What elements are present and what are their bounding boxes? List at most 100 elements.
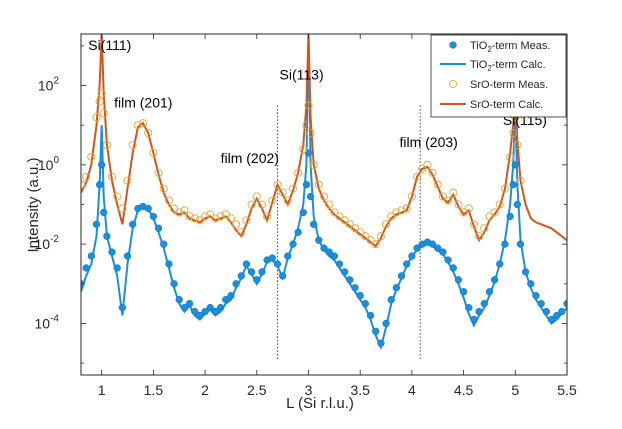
data-point	[387, 296, 395, 304]
peak-label: Si(113)	[280, 67, 324, 83]
data-point	[258, 268, 266, 276]
data-point	[314, 180, 323, 189]
data-point	[196, 311, 204, 320]
data-point	[160, 240, 168, 248]
data-point	[123, 176, 132, 185]
data-point	[149, 148, 158, 158]
data-point	[175, 208, 184, 217]
data-point	[434, 244, 442, 252]
data-point	[335, 212, 344, 221]
data-point	[257, 200, 267, 209]
data-point	[553, 311, 561, 320]
data-point	[351, 284, 359, 292]
peak-label: Si(111)	[88, 37, 131, 53]
data-point	[408, 252, 416, 260]
legend-label: TiO2-term Calc.	[470, 59, 546, 73]
data-point	[191, 307, 199, 316]
data-point	[211, 307, 220, 316]
data-point	[154, 224, 163, 232]
data-point	[252, 192, 261, 201]
data-point	[509, 181, 517, 189]
data-point	[201, 307, 209, 316]
data-point	[304, 101, 313, 110]
series-tio2-term-meas-	[81, 149, 567, 347]
data-point	[356, 292, 364, 300]
data-point	[302, 121, 311, 130]
data-point	[98, 161, 106, 169]
x-tick-label: 5.5	[557, 382, 577, 398]
data-point	[346, 276, 354, 284]
data-point	[454, 200, 463, 209]
data-point	[521, 268, 530, 276]
data-point	[309, 160, 318, 169]
data-point	[273, 260, 282, 268]
data-point	[138, 119, 148, 128]
data-point	[216, 303, 225, 312]
legend-label: SrO-term Meas.	[470, 79, 548, 91]
data-point	[345, 220, 354, 229]
data-point	[268, 254, 276, 262]
data-point	[490, 276, 499, 284]
data-point	[392, 208, 401, 217]
data-point	[500, 184, 510, 193]
data-point	[113, 192, 122, 201]
y-tick-label: 10-4	[35, 313, 60, 331]
data-point	[175, 296, 183, 304]
data-point	[306, 129, 315, 138]
data-point	[129, 220, 137, 228]
data-point	[366, 236, 375, 245]
data-point	[237, 228, 246, 237]
data-point	[190, 214, 199, 223]
x-axis-label: L (Si r.l.u.)	[286, 395, 354, 412]
data-point	[100, 208, 108, 217]
data-point	[465, 303, 473, 312]
data-point	[377, 339, 385, 347]
data-point	[221, 210, 230, 219]
data-point	[361, 232, 370, 241]
data-point	[490, 208, 499, 217]
data-point	[206, 303, 214, 312]
data-point	[444, 196, 453, 205]
data-point	[242, 260, 251, 268]
data-point	[387, 212, 396, 221]
data-point	[201, 212, 210, 221]
data-point	[304, 149, 313, 157]
data-point	[407, 192, 416, 201]
data-point	[237, 272, 245, 280]
data-point	[470, 315, 478, 324]
data-point	[299, 208, 307, 217]
data-point	[113, 264, 121, 272]
x-tick-label: 1	[98, 382, 106, 398]
data-point	[444, 256, 452, 264]
data-point	[95, 97, 104, 106]
data-point	[449, 188, 458, 197]
data-point	[294, 168, 303, 177]
data-point	[263, 212, 272, 221]
data-point	[325, 248, 333, 256]
data-point	[542, 307, 550, 316]
data-point	[118, 303, 127, 312]
axis-ticks: 1 1.5 2 2.5 3 3.5 4 4.5 5 5.5 10-4 10-2 100 102	[35, 34, 577, 398]
x-tick-label: 3	[305, 382, 313, 398]
data-point	[144, 204, 152, 213]
data-point	[325, 200, 334, 209]
data-point	[475, 307, 483, 316]
legend-swatch-marker	[448, 79, 458, 89]
legend-label: SrO-term Calc.	[470, 99, 543, 111]
y-axis-label: Intensity (a.u.)	[25, 157, 42, 252]
data-point	[242, 216, 251, 225]
data-point	[82, 264, 90, 272]
data-point	[144, 129, 153, 138]
data-point	[128, 140, 137, 150]
y-tick-label: 10-2	[35, 234, 60, 252]
data-point	[459, 208, 468, 217]
data-point	[226, 214, 235, 223]
data-point	[403, 260, 411, 268]
data-point	[232, 280, 240, 288]
legend-swatch-marker	[449, 41, 457, 49]
data-point	[206, 210, 215, 219]
data-point	[366, 311, 375, 320]
data-point	[103, 232, 111, 240]
data-point	[454, 276, 463, 284]
data-point	[133, 121, 142, 130]
